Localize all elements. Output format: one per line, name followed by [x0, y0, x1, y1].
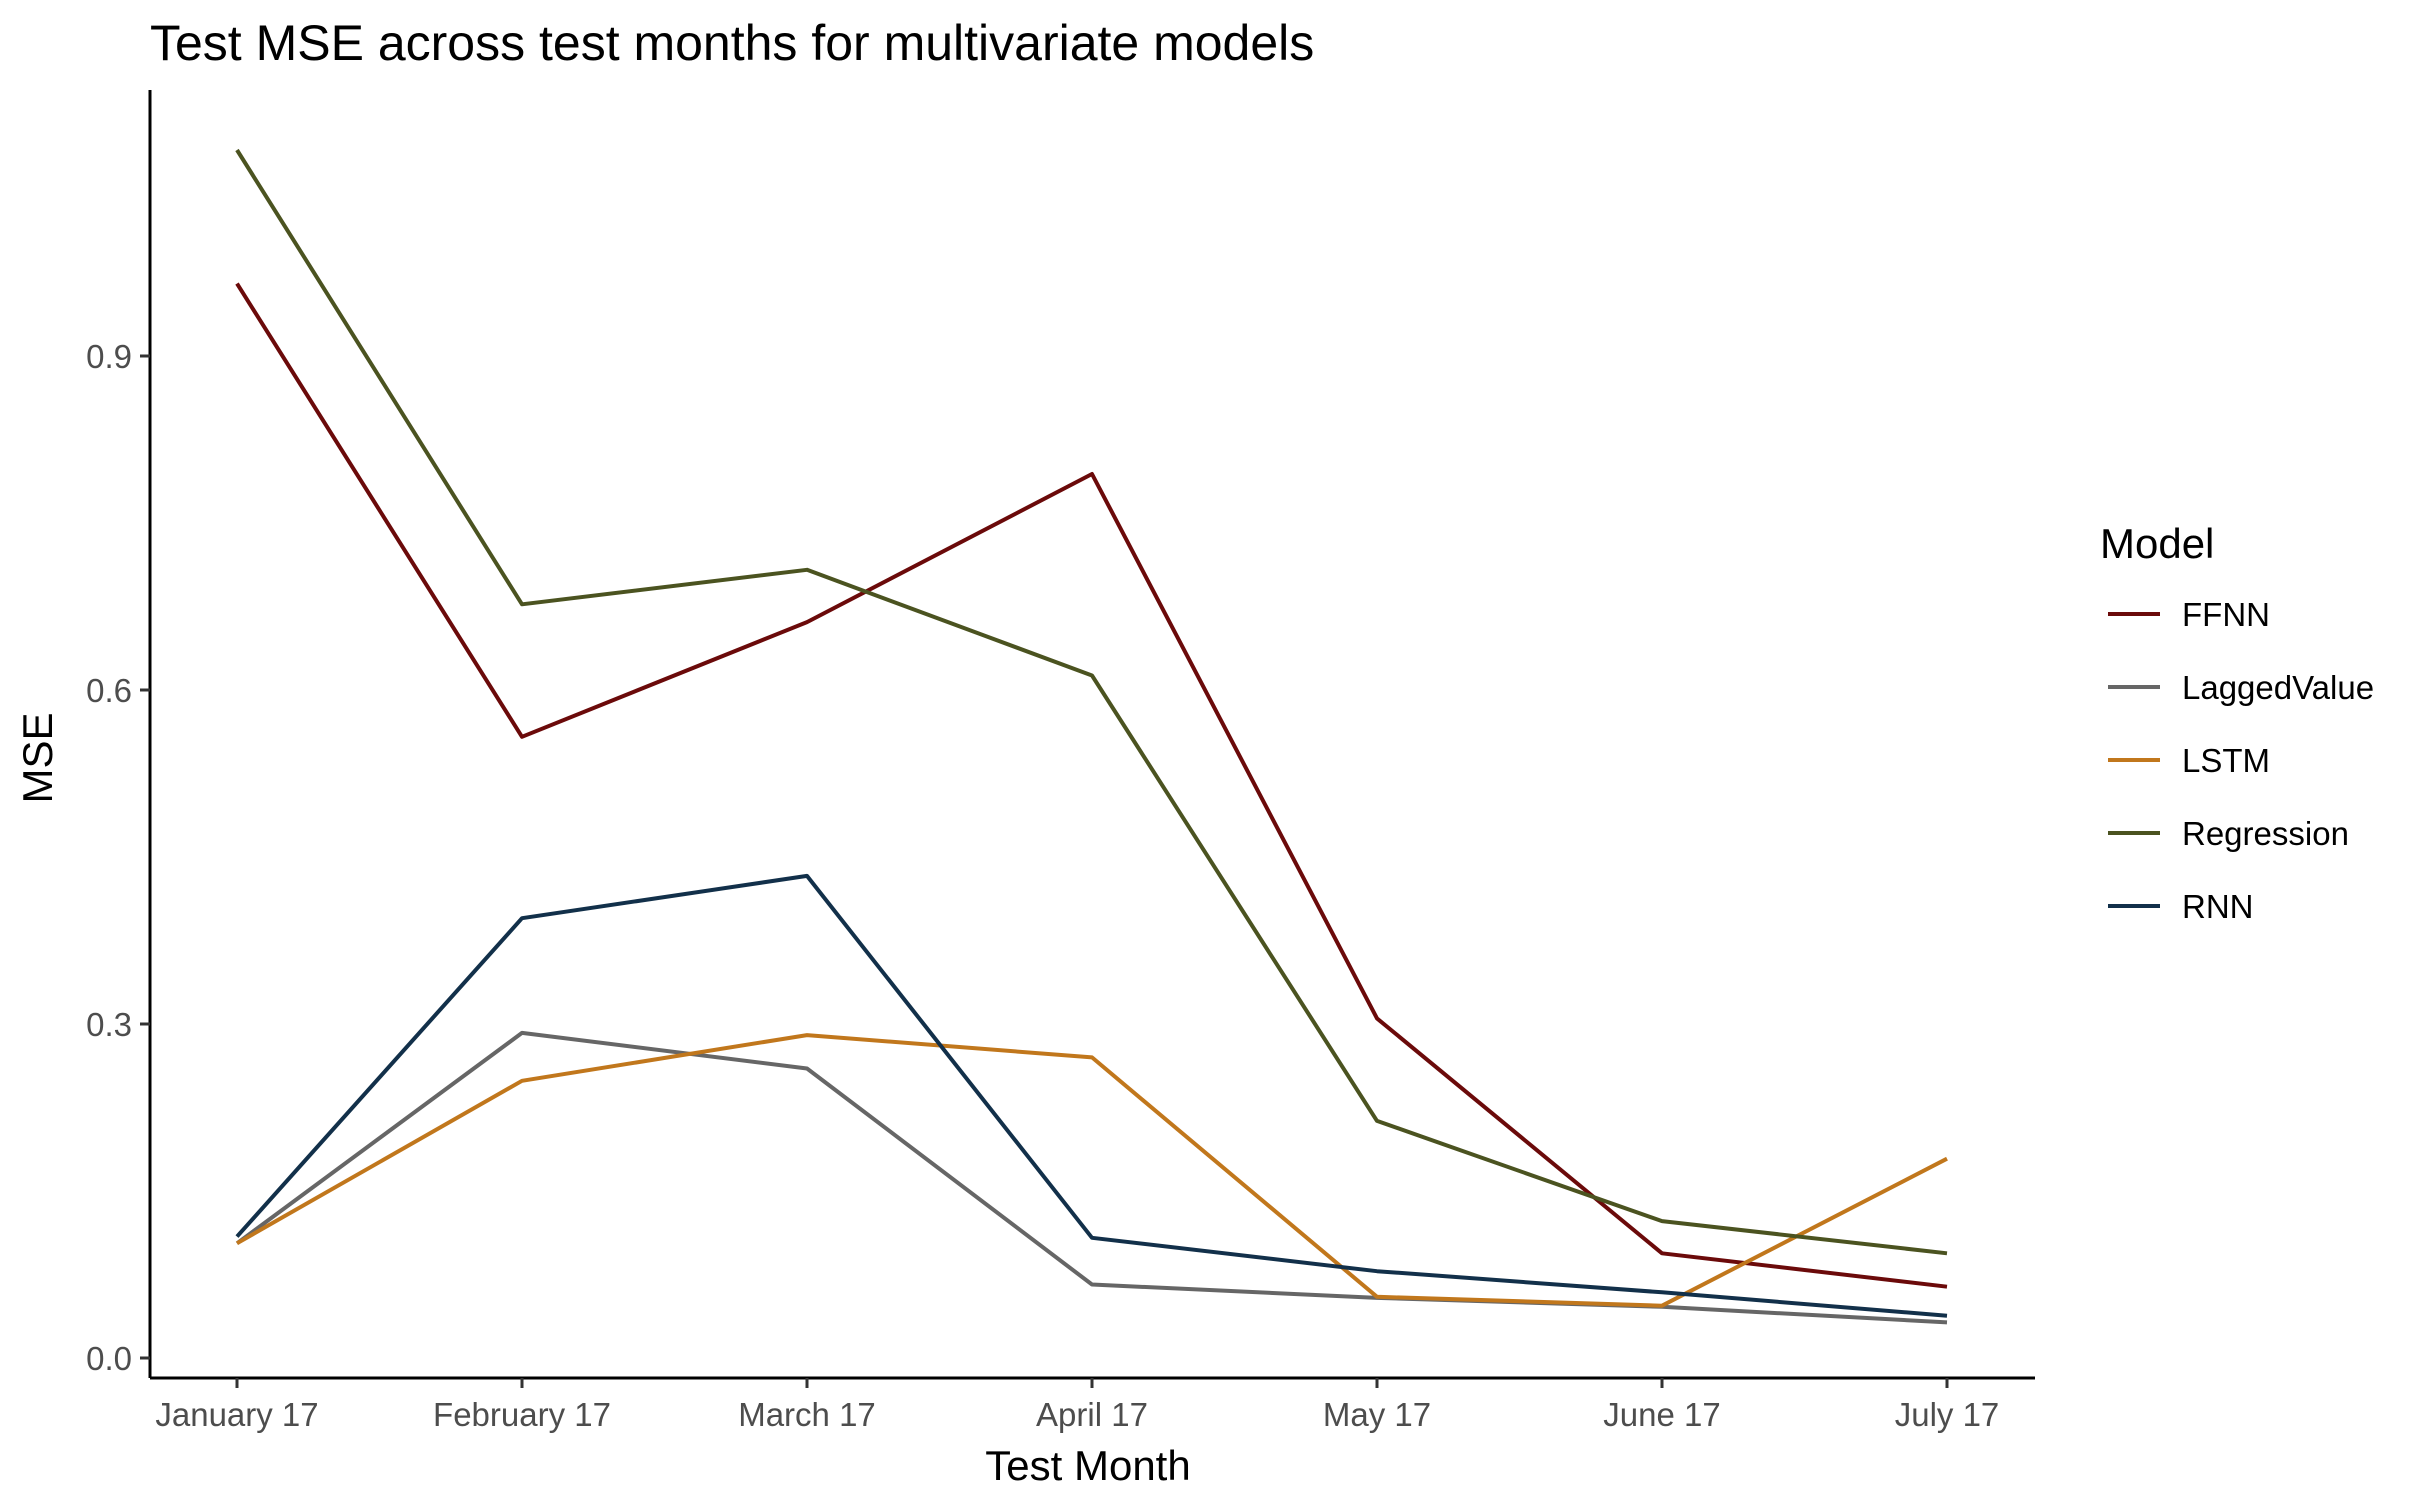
legend-label-regression: Regression — [2182, 815, 2349, 852]
series-group — [235, 148, 1948, 1325]
series-line-rnn — [235, 873, 1948, 1318]
legend-item-rnn: RNN — [2108, 888, 2254, 925]
x-axis-title: Test Month — [985, 1442, 1190, 1489]
legend-item-lstm: LSTM — [2108, 742, 2270, 779]
y-tick-label: 0.3 — [86, 1006, 132, 1043]
series-line-laggedvalue — [235, 1030, 1948, 1325]
legend-item-regression: Regression — [2108, 815, 2349, 852]
legend-label-ffnn: FFNN — [2182, 596, 2270, 633]
legend-item-laggedvalue: LaggedValue — [2108, 669, 2374, 706]
series-line-ffnn — [235, 282, 1948, 1289]
y-axis: 0.0 0.3 0.6 0.9 — [86, 90, 152, 1378]
y-tick-label: 0.6 — [86, 672, 132, 709]
series-line-regression — [235, 148, 1948, 1256]
chart-title: Test MSE across test months for multivar… — [150, 15, 1314, 71]
legend-item-ffnn: FFNN — [2108, 596, 2270, 633]
x-tick-label: April 17 — [1036, 1396, 1148, 1433]
legend-label-lstm: LSTM — [2182, 742, 2270, 779]
legend-label-laggedvalue: LaggedValue — [2182, 669, 2374, 706]
x-tick-label: June 17 — [1603, 1396, 1720, 1433]
x-tick-label: May 17 — [1323, 1396, 1431, 1433]
y-tick-label: 0.0 — [86, 1340, 132, 1377]
y-tick-label: 0.9 — [86, 338, 132, 375]
x-tick-label: February 17 — [433, 1396, 611, 1433]
legend: Model FFNN LaggedValue LSTM Regression RNN — [2100, 520, 2374, 925]
series-line-lstm — [236, 1033, 1948, 1308]
legend-label-rnn: RNN — [2182, 888, 2254, 925]
x-tick-label: January 17 — [155, 1396, 318, 1433]
legend-title: Model — [2100, 520, 2214, 567]
x-tick-label: March 17 — [738, 1396, 876, 1433]
y-axis-title: MSE — [14, 712, 61, 803]
x-tick-label: July 17 — [1895, 1396, 2000, 1433]
x-axis: January 17 February 17 March 17 April 17 May… — [150, 1376, 2035, 1433]
